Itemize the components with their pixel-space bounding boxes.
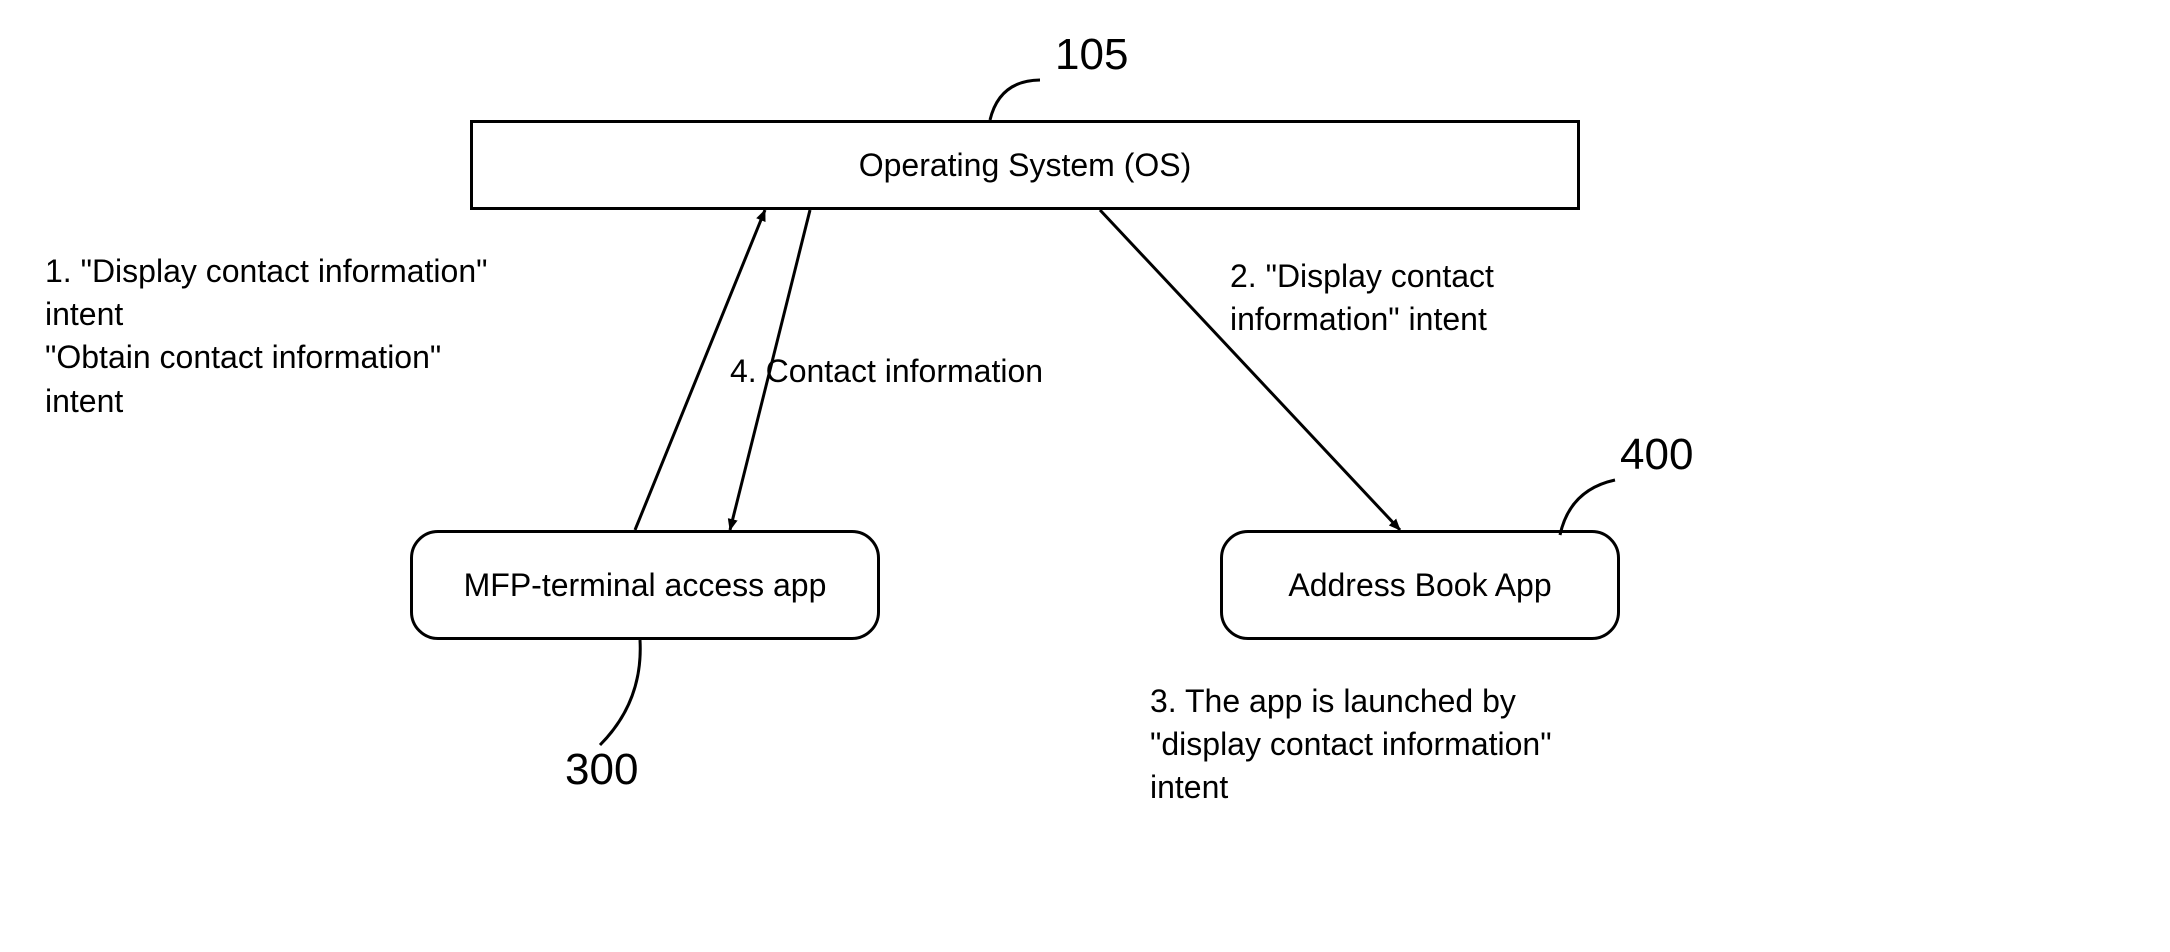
addrbook-ref-number: 400: [1620, 430, 1693, 480]
annotation-2: 2. "Display contact information" intent: [1230, 255, 1630, 341]
annotation-4: 4. Contact information: [730, 350, 1130, 393]
os-ref-number: 105: [1055, 30, 1128, 80]
mfp-app-box: MFP-terminal access app: [410, 530, 880, 640]
os-box-label: Operating System (OS): [859, 147, 1192, 184]
diagram-canvas: Operating System (OS) MFP-terminal acces…: [0, 0, 2170, 952]
annotation-3: 3. The app is launched by "display conta…: [1150, 680, 1710, 810]
address-book-app-box-label: Address Book App: [1288, 567, 1551, 604]
os-box: Operating System (OS): [470, 120, 1580, 210]
mfp-app-box-label: MFP-terminal access app: [464, 567, 827, 604]
annotation-1: 1. "Display contact information" intent …: [45, 250, 605, 423]
mfp-ref-number: 300: [565, 745, 638, 795]
address-book-app-box: Address Book App: [1220, 530, 1620, 640]
